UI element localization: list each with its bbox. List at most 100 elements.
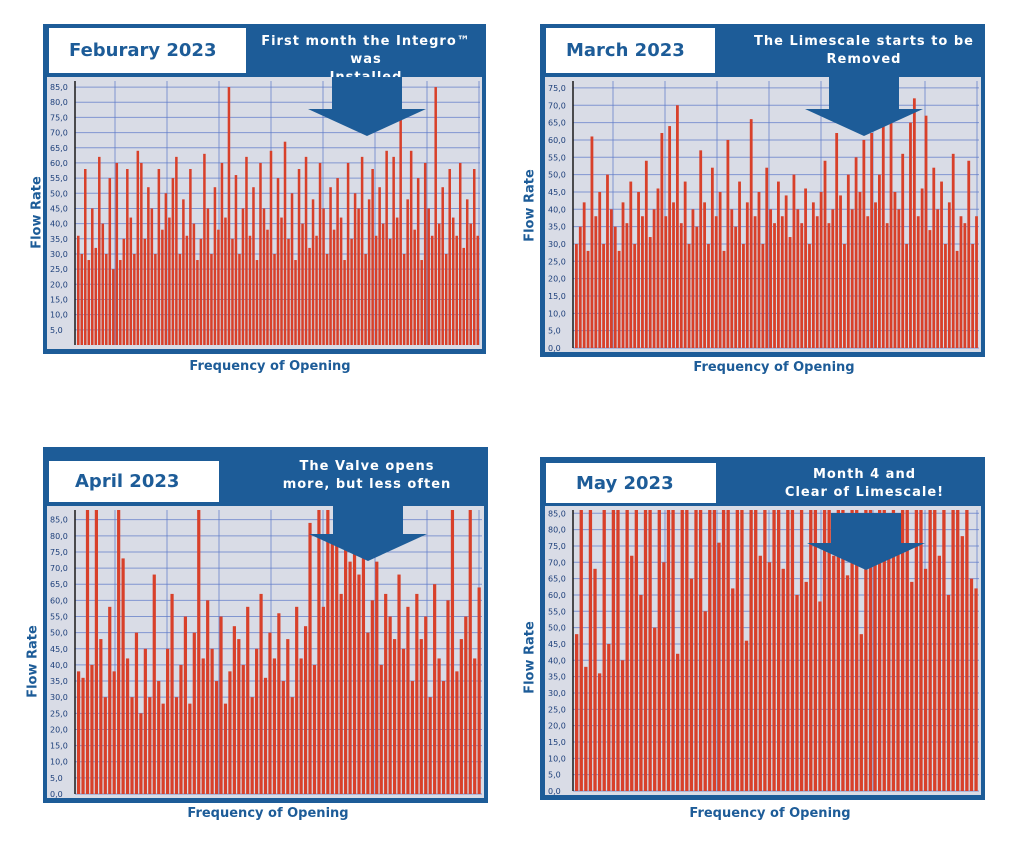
y-tick-label: 10,0 xyxy=(548,309,566,318)
arrow-icon xyxy=(807,513,925,570)
bar xyxy=(637,191,640,348)
bar xyxy=(232,626,236,794)
bar xyxy=(963,223,967,348)
bar xyxy=(923,568,928,791)
bar xyxy=(967,160,971,348)
bar xyxy=(718,191,722,348)
plot-area-apr: 0,0 5,0 10,0 15,0 20,0 25,0 30,0 35,0 40,0 45,0 50… xyxy=(47,506,484,798)
x-axis-label-feb: Frequency of Opening xyxy=(189,359,351,374)
bar xyxy=(85,510,90,794)
bar xyxy=(653,627,657,791)
bar xyxy=(850,209,854,348)
bar xyxy=(287,238,290,345)
y-tick-label: 55,0 xyxy=(50,613,68,622)
y-tick-label: 5,0 xyxy=(548,327,561,336)
bar xyxy=(112,671,116,794)
y-tick-label: 60,0 xyxy=(50,159,68,168)
bar xyxy=(790,510,795,791)
y-tick-label: 55,0 xyxy=(50,174,68,183)
bar xyxy=(609,209,613,348)
bar xyxy=(773,223,776,348)
bar xyxy=(339,217,343,345)
bar xyxy=(370,600,374,794)
bar xyxy=(734,226,738,348)
bar xyxy=(437,223,441,345)
bar xyxy=(788,237,792,348)
bar xyxy=(374,235,378,345)
bar xyxy=(371,169,374,345)
bar xyxy=(758,555,762,791)
bar xyxy=(864,510,868,791)
bar xyxy=(799,510,804,791)
bar xyxy=(969,578,974,791)
bar xyxy=(269,150,273,345)
y-tick-label: 35,0 xyxy=(548,673,566,682)
bar xyxy=(846,174,850,348)
bar xyxy=(94,510,98,794)
bar xyxy=(459,639,463,794)
bar xyxy=(297,169,301,345)
bar xyxy=(402,253,406,345)
callout-feb: First month the Integro™ was Installed xyxy=(247,25,485,85)
bar xyxy=(946,594,951,791)
bar xyxy=(579,510,583,791)
bar xyxy=(641,216,644,348)
y-tick-label: 75,0 xyxy=(50,548,68,557)
bar xyxy=(763,510,767,791)
bar xyxy=(676,105,679,348)
y-tick-label: 5,0 xyxy=(548,771,561,780)
bar xyxy=(245,156,248,345)
y-tick-label: 45,0 xyxy=(50,645,68,654)
bar xyxy=(881,126,885,348)
bar xyxy=(804,188,807,348)
bar xyxy=(238,253,241,345)
bar xyxy=(397,574,401,794)
bar xyxy=(928,230,932,348)
bar xyxy=(224,217,227,345)
bar xyxy=(588,510,593,791)
bar xyxy=(311,199,315,345)
bar xyxy=(294,260,297,345)
bar xyxy=(364,253,367,345)
bar xyxy=(928,510,932,791)
bar xyxy=(827,510,831,791)
bar xyxy=(905,243,908,348)
bar xyxy=(77,671,81,794)
y-tick-label: 10,0 xyxy=(50,311,68,320)
bar xyxy=(352,510,357,794)
bar xyxy=(419,639,423,794)
bar xyxy=(343,260,346,345)
bar xyxy=(818,601,822,791)
bar xyxy=(395,217,399,345)
bar xyxy=(348,561,352,794)
y-tick-label: 70,0 xyxy=(548,558,566,567)
bar xyxy=(217,229,220,345)
bar xyxy=(357,208,360,345)
y-axis-label-mar: Flow Rate xyxy=(522,169,538,242)
bar xyxy=(357,574,361,794)
bar xyxy=(971,243,975,348)
bar xyxy=(312,664,317,794)
y-tick-label: 75,0 xyxy=(50,113,68,122)
bar xyxy=(472,169,476,345)
bar xyxy=(210,648,214,794)
bar xyxy=(712,510,717,791)
bar xyxy=(593,568,597,791)
bar xyxy=(786,510,790,791)
y-tick-label: 65,0 xyxy=(50,144,68,153)
arrow-icon xyxy=(309,506,427,561)
bar xyxy=(427,208,430,345)
bar xyxy=(335,516,339,794)
bar xyxy=(255,648,259,794)
bar xyxy=(455,235,458,345)
y-tick-label: 20,0 xyxy=(548,722,566,731)
bar xyxy=(662,562,666,791)
bar xyxy=(858,191,862,348)
y-tick-label: 20,0 xyxy=(50,280,68,289)
bar xyxy=(303,626,308,794)
y-tick-label: 65,0 xyxy=(548,119,566,128)
bar xyxy=(765,167,769,348)
bar xyxy=(136,150,140,345)
y-tick-label: 30,0 xyxy=(50,250,68,259)
y-tick-label: 5,0 xyxy=(50,774,63,783)
